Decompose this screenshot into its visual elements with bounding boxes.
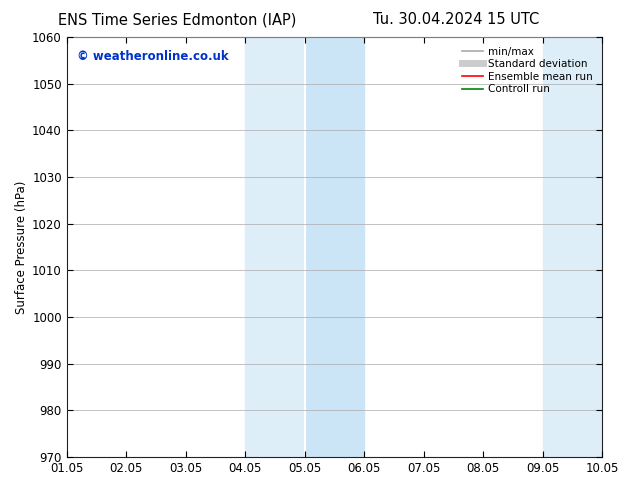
Legend: min/max, Standard deviation, Ensemble mean run, Controll run: min/max, Standard deviation, Ensemble me… [458, 42, 597, 98]
Bar [543, 37, 602, 457]
Text: ENS Time Series Edmonton (IAP): ENS Time Series Edmonton (IAP) [58, 12, 297, 27]
Y-axis label: Surface Pressure (hPa): Surface Pressure (hPa) [15, 180, 28, 314]
Bar [305, 37, 365, 457]
Text: Tu. 30.04.2024 15 UTC: Tu. 30.04.2024 15 UTC [373, 12, 540, 27]
Bar [245, 37, 305, 457]
Text: © weatheronline.co.uk: © weatheronline.co.uk [77, 50, 229, 63]
